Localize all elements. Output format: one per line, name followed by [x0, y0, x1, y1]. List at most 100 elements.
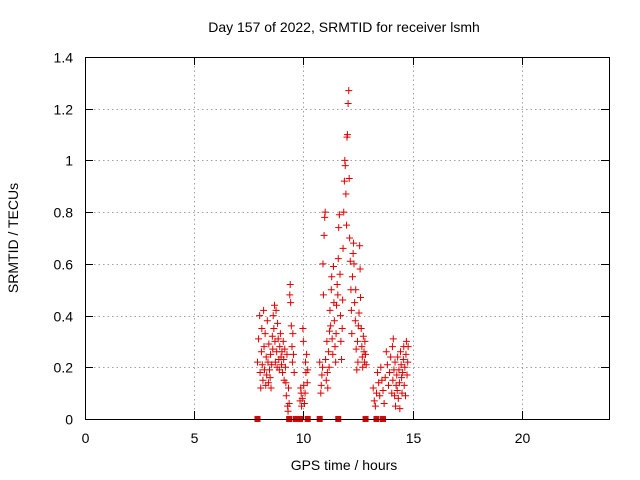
data-point	[257, 384, 265, 392]
data-point	[280, 356, 288, 364]
data-point	[395, 366, 403, 374]
data-point	[264, 379, 272, 387]
data-point	[362, 361, 370, 369]
data-point	[301, 389, 309, 397]
y-tick-label: 0.2	[54, 360, 74, 376]
data-point	[355, 309, 363, 317]
data-point	[285, 399, 293, 407]
data-point	[330, 317, 338, 325]
data-point	[395, 379, 403, 387]
data-point	[371, 402, 379, 410]
data-point	[352, 345, 360, 353]
data-point	[334, 291, 342, 299]
data-point	[388, 343, 396, 351]
data-point	[350, 260, 358, 268]
y-axis-label: SRMTID / TECUs	[5, 183, 21, 293]
data-point	[299, 337, 307, 345]
data-point	[278, 361, 285, 369]
data-point	[283, 350, 291, 358]
axis-ticks	[85, 57, 609, 420]
data-point	[386, 368, 394, 376]
data-point	[399, 356, 407, 364]
data-point	[317, 381, 325, 389]
data-point	[258, 361, 266, 369]
data-point	[350, 239, 358, 247]
data-point	[319, 363, 327, 371]
data-point	[332, 330, 340, 338]
data-point	[263, 317, 271, 325]
tick-labels: 0 0.2 0.4 0.6 0.8 1 1.2 1.4 0 5 10 15 20	[54, 50, 531, 447]
data-point	[268, 361, 276, 369]
data-point	[284, 384, 292, 392]
data-point	[369, 384, 377, 392]
data-point	[391, 358, 399, 366]
data-point	[396, 405, 404, 413]
data-point	[286, 281, 294, 289]
data-point	[327, 286, 335, 294]
data-point	[393, 387, 401, 395]
data-point	[346, 234, 354, 242]
data-point	[370, 397, 378, 405]
data-point	[276, 330, 284, 338]
data-point	[300, 399, 308, 407]
data-point	[289, 330, 297, 338]
data-point	[394, 353, 402, 361]
data-point	[345, 175, 353, 183]
data-point	[288, 343, 296, 351]
y-tick-label: 0	[65, 412, 73, 428]
x-tick-label: 15	[406, 430, 422, 446]
data-point	[357, 325, 365, 332]
data-point	[338, 356, 346, 364]
data-point	[329, 262, 337, 270]
data-point	[323, 337, 331, 345]
x-tick-label: 20	[515, 430, 531, 446]
data-point	[260, 343, 268, 351]
data-point	[268, 332, 276, 340]
data-point	[322, 356, 330, 364]
data-point	[281, 345, 289, 353]
data-point	[352, 286, 360, 294]
data-point	[253, 358, 261, 366]
data-point	[290, 368, 298, 376]
data-point	[401, 363, 409, 371]
data-point	[274, 335, 282, 343]
data-point	[399, 368, 407, 376]
data-point	[326, 306, 334, 314]
data-point	[319, 260, 327, 268]
data-point	[376, 392, 384, 400]
data-point	[332, 358, 340, 366]
data-point	[267, 350, 275, 358]
data-point	[274, 319, 282, 327]
data-point	[319, 291, 327, 299]
data-point	[344, 100, 352, 108]
data-point	[324, 348, 332, 356]
data-point	[322, 376, 330, 384]
data-point	[276, 343, 284, 351]
y-tick-label: 0.6	[54, 257, 74, 273]
data-point	[336, 270, 344, 278]
data-point	[288, 358, 296, 366]
data-point	[264, 358, 272, 366]
data-point	[333, 281, 341, 289]
data-point	[404, 343, 412, 351]
data-point	[302, 358, 310, 366]
data-point	[298, 394, 306, 402]
data-point	[400, 381, 408, 389]
data-point	[328, 335, 336, 343]
data-point	[271, 301, 279, 309]
data-point	[353, 366, 361, 374]
data-point	[349, 250, 357, 258]
y-tick-label: 0.4	[54, 309, 74, 325]
data-point	[381, 374, 389, 382]
data-point	[389, 335, 397, 343]
data-point	[334, 255, 342, 263]
plot-frame	[85, 57, 610, 420]
x-axis-label: GPS time / hours	[291, 457, 398, 473]
data-point	[358, 343, 366, 351]
data-point	[316, 358, 324, 366]
data-point	[393, 371, 401, 379]
data-point	[379, 387, 387, 395]
data-point	[299, 325, 307, 332]
data-point	[402, 392, 410, 400]
y-tick-label: 1.4	[54, 50, 74, 66]
